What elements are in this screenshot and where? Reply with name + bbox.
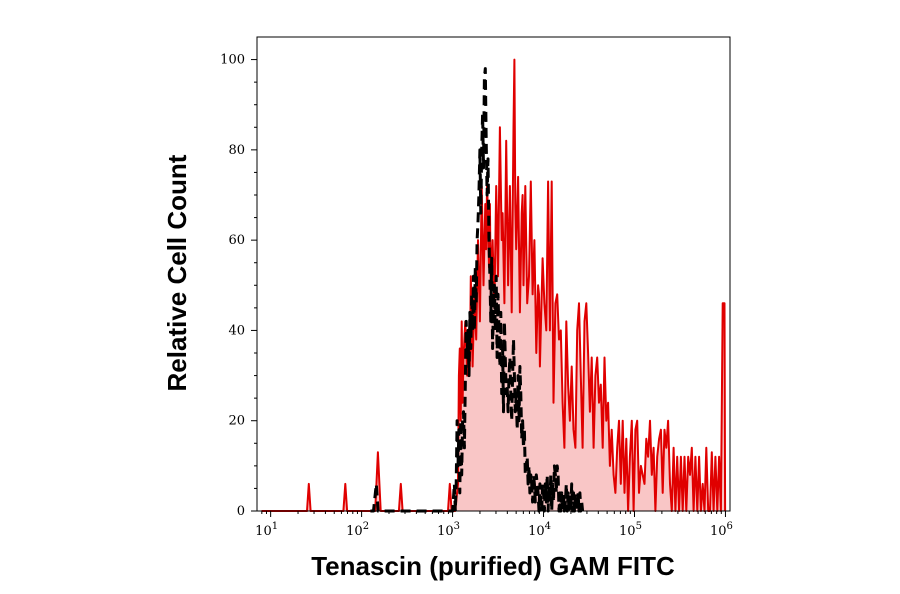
x-tick-base: 10	[346, 524, 363, 539]
x-tick-exponent: 5	[636, 521, 642, 532]
y-tick-label: 0	[237, 504, 245, 519]
series-layer	[261, 58, 727, 513]
x-tick-base: 10	[710, 524, 727, 539]
x-tick-label: 105	[619, 521, 642, 539]
x-tick-base: 10	[437, 524, 454, 539]
y-tick-label: 80	[228, 143, 245, 158]
y-tick-label: 100	[220, 53, 245, 68]
x-tick-exponent: 2	[363, 521, 369, 532]
x-tick-exponent: 3	[454, 521, 460, 532]
x-tick-exponent: 6	[727, 521, 733, 532]
x-tick-base: 10	[255, 524, 272, 539]
x-tick-label: 106	[710, 521, 733, 539]
x-tick-exponent: 1	[272, 521, 278, 532]
x-tick-label: 102	[346, 521, 369, 539]
sample-series-line	[261, 58, 727, 512]
plot-frame	[256, 36, 731, 512]
x-axis-title: Tenascin (purified) GAM FITC	[311, 551, 675, 581]
y-axis-title: Relative Cell Count	[162, 154, 192, 391]
x-tick-label: 103	[437, 521, 460, 539]
control-series-line	[370, 67, 585, 513]
x-tick-base: 10	[528, 524, 545, 539]
x-tick-base: 10	[619, 524, 636, 539]
y-tick-label: 20	[228, 414, 245, 429]
y-tick-label: 60	[228, 233, 245, 248]
x-tick-exponent: 4	[545, 521, 551, 532]
x-tick-label: 101	[255, 521, 278, 539]
y-tick-label: 40	[228, 323, 245, 338]
x-tick-label: 104	[528, 521, 551, 539]
